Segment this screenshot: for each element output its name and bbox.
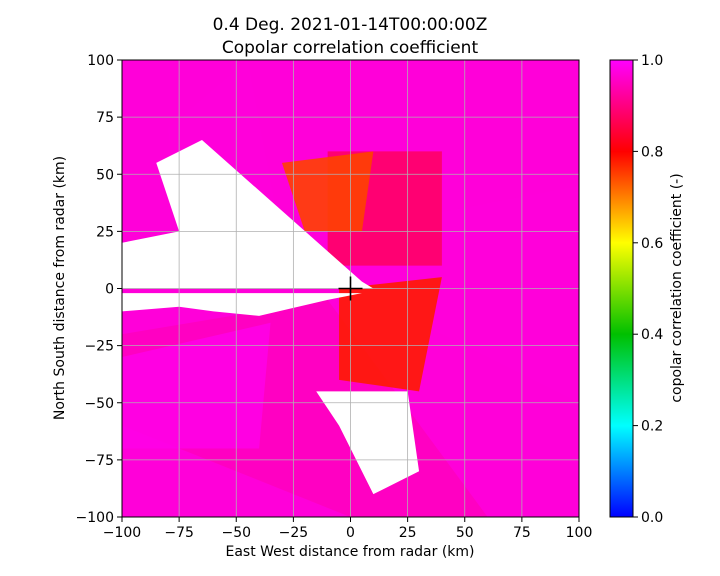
correlation-region-2 xyxy=(122,322,271,449)
x-tick-label: −25 xyxy=(279,525,309,541)
y-tick-label: −50 xyxy=(84,396,114,412)
y-tick-label: −75 xyxy=(84,453,114,469)
chart-subtitle: Copolar correlation coefficient xyxy=(222,38,479,58)
no-data-region-2 xyxy=(316,391,420,495)
colorbar-label: copolar correlation coefficient (-) xyxy=(669,173,685,402)
x-tick-label: −100 xyxy=(103,525,141,541)
y-axis-label: North South distance from radar (km) xyxy=(52,156,68,420)
y-tick-label: 25 xyxy=(96,224,114,240)
x-tick-label: 25 xyxy=(399,525,417,541)
grid-lines xyxy=(122,60,579,517)
correlation-region-5 xyxy=(339,277,442,392)
x-tick-label: 75 xyxy=(513,525,531,541)
colorbar-tick-label: 0.4 xyxy=(641,327,663,343)
colorbar-tick-label: 0.0 xyxy=(641,510,663,526)
no-data-region-0 xyxy=(122,139,374,289)
y-tick-label: −100 xyxy=(76,510,114,526)
colorbar xyxy=(609,59,634,518)
colorbar-tick-label: 1.0 xyxy=(641,53,663,69)
no-data-regions xyxy=(122,139,420,495)
x-axis-ticks: −100 −75 −50 −25 0 25 50 75 100 xyxy=(103,517,593,541)
no-data-region-1 xyxy=(122,293,362,316)
y-tick-label: 50 xyxy=(96,167,114,183)
radar-marker xyxy=(338,276,363,301)
y-axis-ticks: −100 −75 −50 −25 0 25 50 75 100 xyxy=(76,53,122,526)
chart-title: 0.4 Deg. 2021-01-14T00:00:00Z xyxy=(213,15,488,35)
x-tick-label: 100 xyxy=(566,525,593,541)
y-tick-label: 0 xyxy=(105,282,114,298)
x-axis-label: East West distance from radar (km) xyxy=(225,544,474,560)
y-tick-label: 100 xyxy=(87,53,114,69)
x-tick-label: 50 xyxy=(456,525,474,541)
colorbar-ticks: 0.0 0.2 0.4 0.6 0.8 1.0 xyxy=(633,53,663,526)
colorbar-tick-label: 0.2 xyxy=(641,419,663,435)
y-tick-label: −25 xyxy=(84,339,114,355)
colorbar-tick-label: 0.8 xyxy=(641,144,663,160)
colorbar-tick-label: 0.6 xyxy=(641,236,663,252)
x-tick-label: −75 xyxy=(164,525,194,541)
y-tick-label: 75 xyxy=(96,110,114,126)
x-tick-label: −50 xyxy=(221,525,251,541)
x-tick-label: 0 xyxy=(346,525,355,541)
